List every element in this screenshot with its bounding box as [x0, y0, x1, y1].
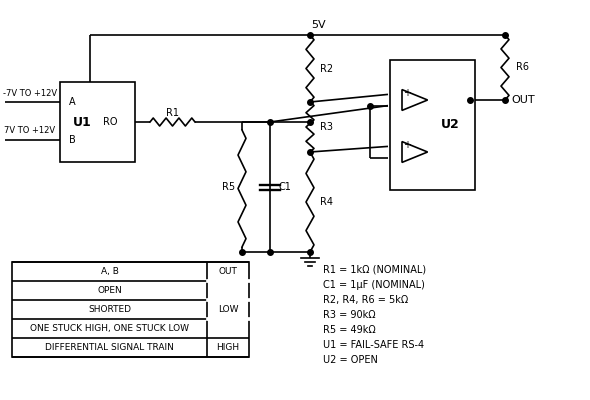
- Text: RO: RO: [103, 117, 117, 127]
- Text: DIFFERENTIAL SIGNAL TRAIN: DIFFERENTIAL SIGNAL TRAIN: [45, 343, 174, 352]
- Text: C1: C1: [278, 182, 291, 192]
- Bar: [12, 262, 249, 357]
- Text: A, B: A, B: [100, 267, 119, 276]
- Text: R5: R5: [222, 182, 235, 192]
- Text: SHORTED: SHORTED: [88, 305, 131, 314]
- Text: R5 = 49kΩ: R5 = 49kΩ: [323, 325, 376, 335]
- Bar: [390, 60, 475, 190]
- Text: HIGH: HIGH: [217, 343, 240, 352]
- Text: U1: U1: [73, 116, 91, 128]
- Text: U2 = OPEN: U2 = OPEN: [323, 355, 378, 365]
- Text: +: +: [403, 88, 411, 98]
- Text: -7V TO +12V: -7V TO +12V: [3, 88, 57, 98]
- Text: OUT: OUT: [218, 267, 237, 276]
- Text: A: A: [68, 97, 76, 107]
- Text: R2, R4, R6 = 5kΩ: R2, R4, R6 = 5kΩ: [323, 295, 408, 305]
- Text: R6: R6: [516, 62, 529, 72]
- Text: R3: R3: [320, 122, 333, 132]
- Bar: [60, 82, 135, 162]
- Text: C1 = 1μF (NOMINAL): C1 = 1μF (NOMINAL): [323, 280, 425, 290]
- Text: R2: R2: [320, 64, 333, 74]
- Text: LOW: LOW: [218, 305, 238, 314]
- Text: OUT: OUT: [511, 95, 535, 105]
- Text: U1 = FAIL-SAFE RS-4: U1 = FAIL-SAFE RS-4: [323, 340, 424, 350]
- Text: R3 = 90kΩ: R3 = 90kΩ: [323, 310, 376, 320]
- Text: B: B: [68, 134, 76, 145]
- Text: 5V: 5V: [311, 20, 325, 30]
- Text: R1 = 1kΩ (NOMINAL): R1 = 1kΩ (NOMINAL): [323, 265, 426, 275]
- Text: R4: R4: [320, 197, 333, 207]
- Text: R1: R1: [166, 108, 179, 118]
- Text: ONE STUCK HIGH, ONE STUCK LOW: ONE STUCK HIGH, ONE STUCK LOW: [30, 324, 189, 333]
- Text: OPEN: OPEN: [97, 286, 122, 295]
- Text: 7V TO +12V: 7V TO +12V: [5, 126, 55, 135]
- Text: +: +: [403, 140, 411, 150]
- Text: U2: U2: [441, 118, 460, 132]
